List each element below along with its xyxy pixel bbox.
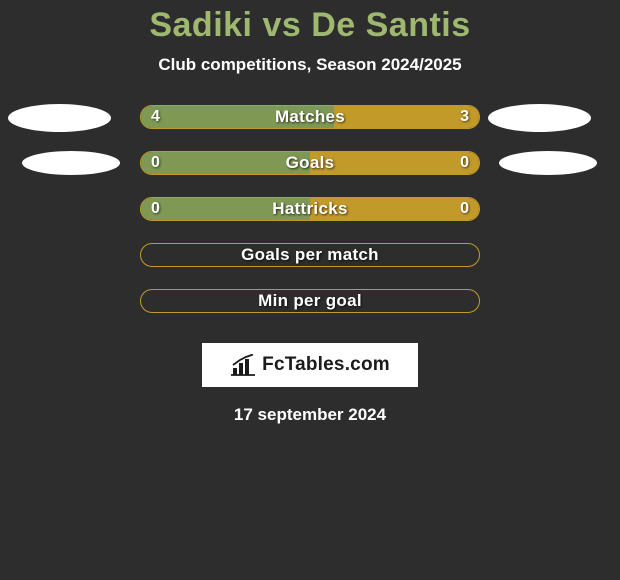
stat-row: 43Matches <box>0 105 620 151</box>
page-title: Sadiki vs De Santis <box>0 6 620 45</box>
stat-label: Min per goal <box>141 290 479 312</box>
logo-text: FcTables.com <box>262 354 390 376</box>
stat-bar: Goals per match <box>140 243 480 267</box>
date-label: 17 september 2024 <box>0 405 620 425</box>
stat-row: Goals per match <box>0 243 620 289</box>
side-ellipse <box>488 104 591 132</box>
stat-label: Matches <box>141 106 479 128</box>
stat-bar: 00Hattricks <box>140 197 480 221</box>
stat-label: Hattricks <box>141 198 479 220</box>
stat-bar: 00Goals <box>140 151 480 175</box>
stat-bar: 43Matches <box>140 105 480 129</box>
subtitle: Club competitions, Season 2024/2025 <box>0 55 620 75</box>
content: Sadiki vs De Santis Club competitions, S… <box>0 0 620 425</box>
stat-row: Min per goal <box>0 289 620 335</box>
stat-label: Goals per match <box>141 244 479 266</box>
side-ellipse <box>22 151 120 175</box>
stat-row: 00Hattricks <box>0 197 620 243</box>
stat-label: Goals <box>141 152 479 174</box>
logo-box: FcTables.com <box>202 343 418 387</box>
stat-rows: 43Matches 00Goals 00Hattricks Goals per mat… <box>0 105 620 335</box>
bar-chart-icon <box>230 354 256 376</box>
stat-bar: Min per goal <box>140 289 480 313</box>
side-ellipse <box>8 104 111 132</box>
side-ellipse <box>499 151 597 175</box>
stat-row: 00Goals <box>0 151 620 197</box>
